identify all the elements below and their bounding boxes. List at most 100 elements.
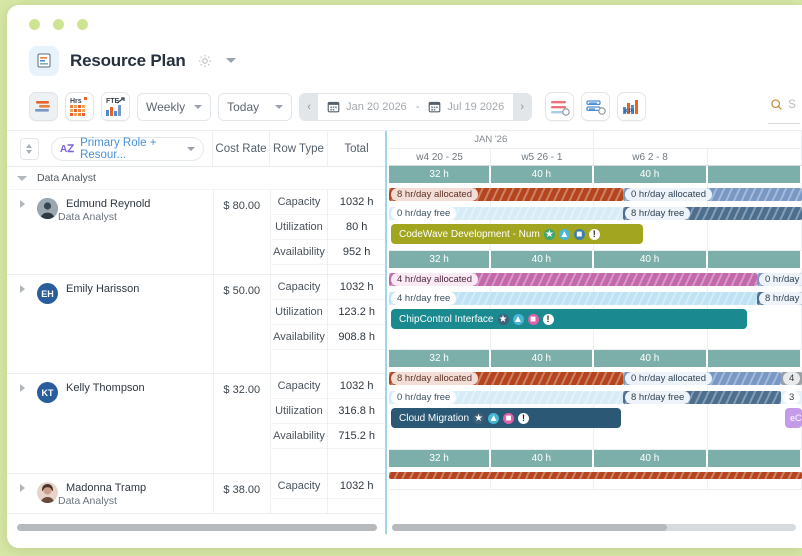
free-chip: 3 — [783, 391, 801, 404]
date-prev-button[interactable]: ‹ — [300, 93, 319, 120]
expand-icon[interactable] — [7, 382, 37, 392]
allocation-bar[interactable]: 0 hr/day allocated — [623, 188, 802, 201]
sort-toggle[interactable] — [7, 131, 51, 166]
capacity-cell — [707, 166, 802, 183]
resource-grid: JAN '26 w4 20 - 25 w5 26 - 1 w6 2 - 8 32… — [7, 130, 802, 534]
star-icon: ★ — [543, 228, 555, 240]
resource-plan-icon — [29, 45, 59, 76]
chevron-down-icon[interactable] — [225, 58, 236, 63]
left-pane-horizontal-scrollbar[interactable] — [17, 524, 377, 531]
column-header-row-type[interactable]: Row Type — [269, 131, 327, 166]
date-start-value: Jan 20 2026 — [346, 100, 407, 113]
timeline-horizontal-scrollbar[interactable] — [392, 524, 796, 531]
free-bar[interactable]: 0 hr/day free — [389, 391, 623, 404]
group-row-data-analyst[interactable]: Data Analyst — [7, 167, 385, 190]
allocation-bar[interactable]: 8 hr/day allocated — [389, 372, 623, 385]
collapse-icon[interactable] — [7, 175, 37, 181]
group-by-select[interactable]: A𝖹 Primary Role + Resour... — [51, 137, 204, 161]
allocation-bar[interactable]: 8 hr/day allocated — [389, 188, 623, 201]
date-next-button[interactable]: › — [513, 93, 532, 120]
expand-icon[interactable] — [7, 198, 37, 208]
cost-rate-value: $ 38.00 — [212, 474, 270, 513]
column-header-total[interactable]: Total — [327, 131, 385, 166]
resource-identity[interactable]: KT Kelly Thompson — [7, 374, 213, 473]
timeline-week-header: w4 20 - 25 w5 26 - 1 w6 2 - 8 — [389, 149, 802, 166]
app-window: Resource Plan Hrs — [7, 5, 802, 548]
date-start[interactable]: Jan 20 2026 — [318, 100, 416, 113]
row-type-cell: Capacity — [270, 190, 328, 215]
row-type-column: Capacity Utilization Availability — [269, 190, 328, 274]
project-bar[interactable]: CodeWave Development - Num ★ ▲ ■ ! — [391, 224, 643, 244]
allocation-bar[interactable]: 4 hr/day allocated — [389, 273, 757, 286]
month-label — [594, 131, 802, 148]
resource-identity[interactable]: Madonna Tramp Data Analyst — [7, 474, 213, 513]
app-header: Resource Plan — [7, 38, 802, 83]
allocation-bar[interactable]: 0 hr/day allocated — [623, 372, 781, 385]
allocation-bar[interactable] — [389, 472, 802, 479]
exclamation-icon: ! — [588, 228, 600, 240]
period-select[interactable]: Today — [218, 92, 293, 121]
allocation-bar[interactable]: 4 — [781, 372, 802, 385]
row-type-cell: Capacity — [270, 374, 328, 399]
capacity-cell: 32 h — [389, 350, 492, 367]
free-bar[interactable]: 8 hr/day free — [623, 207, 802, 220]
capacity-cell: 40 h — [491, 251, 594, 268]
gear-icon[interactable] — [197, 53, 213, 69]
allocation-bar[interactable]: 0 hr/day — [757, 273, 802, 286]
close-dot-icon[interactable] — [77, 19, 88, 30]
capacity-strip: 32 h 40 h 40 h — [389, 450, 802, 467]
resource-identity[interactable]: EH Emily Harisson — [7, 275, 213, 373]
project-bar[interactable]: Cloud Migration ★ ▲ ■ ! — [391, 408, 621, 428]
row-type-cell: Capacity — [270, 275, 328, 300]
project-bar[interactable]: ChipControl Interface ★ ▲ ■ ! — [391, 309, 747, 329]
minimize-dot-icon[interactable] — [29, 19, 40, 30]
capacity-cell: 32 h — [389, 251, 492, 268]
resource-name-block: Emily Harisson — [58, 283, 139, 296]
free-bar[interactable]: 0 hr/day free — [389, 207, 623, 220]
row-type-column: Capacity Utilization Availability — [269, 275, 328, 373]
free-bar[interactable]: 3 — [781, 391, 802, 404]
timeline-rows: 32 h 40 h 40 h 8 hr/day allocated 0 hr/d… — [389, 166, 802, 490]
svg-text:KPI: KPI — [624, 109, 634, 115]
row-type-cell: Utilization — [270, 300, 328, 325]
star-icon: ★ — [497, 313, 509, 325]
bar-settings-button[interactable] — [545, 92, 575, 121]
total-column: 1032 h — [327, 474, 386, 513]
window-titlebar — [7, 5, 802, 38]
column-header-cost-rate[interactable]: Cost Rate — [212, 131, 269, 166]
allocation-chip: 8 hr/day allocated — [391, 372, 478, 385]
expand-icon[interactable] — [7, 482, 37, 492]
free-bar[interactable]: 8 hr/day free — [623, 391, 781, 404]
hours-view-button[interactable]: Hrs — [65, 92, 94, 121]
cost-rate-value: $ 80.00 — [212, 190, 270, 274]
granularity-select[interactable]: Weekly — [137, 92, 212, 121]
free-chip: 8 hr/day free — [625, 207, 691, 220]
row-type-column: Capacity Utilization Availability — [269, 374, 328, 473]
avatar — [37, 198, 58, 219]
capacity-strip: 32 h 40 h 40 h — [389, 350, 802, 367]
search-box[interactable]: S — [768, 97, 800, 124]
week-label: w4 20 - 25 — [389, 149, 492, 165]
toolbar: Hrs FTE Weekly Today ‹ — [7, 83, 802, 130]
resource-name: Emily Harisson — [66, 283, 140, 295]
project-bar[interactable]: eC — [785, 408, 802, 428]
date-end[interactable]: Jul 19 2026 — [419, 100, 513, 113]
row-settings-button[interactable] — [581, 92, 611, 121]
total-cell: 1032 h — [328, 374, 386, 399]
gantt-view-button[interactable] — [29, 92, 58, 121]
free-bar[interactable]: 4 hr/day free — [389, 292, 757, 305]
date-end-value: Jul 19 2026 — [447, 100, 505, 113]
capacity-cell: 40 h — [593, 350, 708, 367]
maximize-dot-icon[interactable] — [53, 19, 64, 30]
total-column: 1032 h 80 h 952 h — [327, 190, 386, 274]
date-range-picker: ‹ Jan 20 2026 - Jul 19 2026 › — [299, 92, 533, 121]
chevron-down-icon — [187, 147, 195, 151]
free-bar[interactable]: 8 hr/day — [757, 292, 802, 305]
avatar: KT — [37, 382, 58, 403]
expand-icon[interactable] — [7, 283, 37, 293]
kpi-button[interactable]: KPI — [617, 92, 647, 121]
capacity-cell — [707, 251, 802, 268]
search-input[interactable]: S — [787, 97, 796, 111]
fte-view-button[interactable]: FTE — [101, 92, 130, 121]
resource-identity[interactable]: Edmund Reynold Data Analyst — [7, 190, 213, 274]
